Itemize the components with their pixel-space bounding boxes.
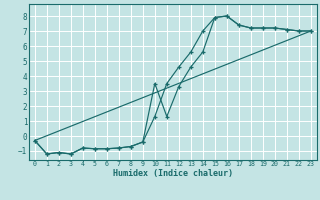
X-axis label: Humidex (Indice chaleur): Humidex (Indice chaleur) [113,169,233,178]
